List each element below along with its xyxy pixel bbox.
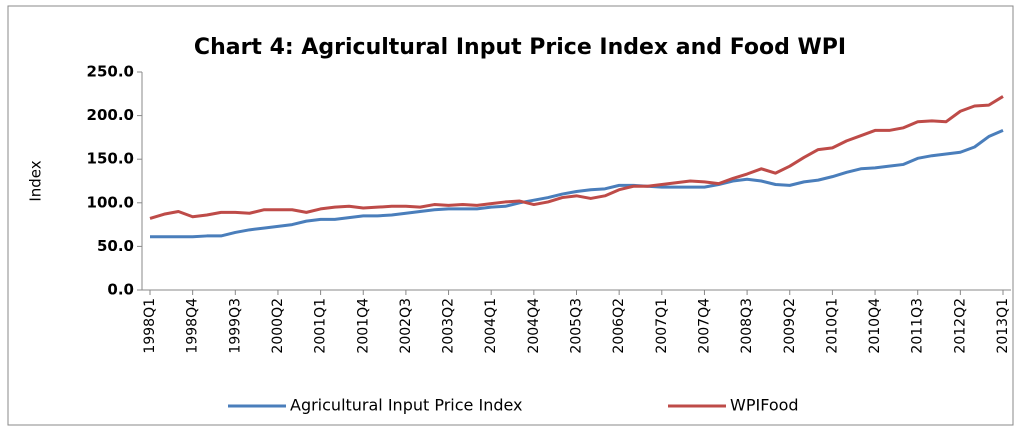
x-tick-label: 2004Q4 xyxy=(526,298,542,354)
chart-title: Chart 4: Agricultural Input Price Index … xyxy=(194,35,846,60)
x-tick-label: 2005Q3 xyxy=(569,298,585,354)
x-tick-label: 2013Q1 xyxy=(995,298,1011,354)
x-tick-label: 2000Q2 xyxy=(270,298,286,354)
x-tick-label: 2009Q2 xyxy=(782,298,798,354)
x-tick-label: 2006Q2 xyxy=(611,298,627,354)
x-tick-label: 2011Q3 xyxy=(910,298,926,354)
legend-label: WPIFood xyxy=(730,396,799,415)
y-axis-label: Index xyxy=(27,160,45,201)
x-tick-label: 1999Q3 xyxy=(227,298,243,354)
y-tick-label: 150.0 xyxy=(87,150,134,168)
chart-frame xyxy=(7,5,1014,426)
x-tick-label: 2003Q2 xyxy=(441,298,457,354)
legend-label: Agricultural Input Price Index xyxy=(290,396,523,415)
y-tick-label: 250.0 xyxy=(87,63,134,81)
x-tick-label: 2002Q3 xyxy=(398,298,414,354)
line-series xyxy=(150,129,1004,239)
x-tick-label: 2012Q2 xyxy=(952,298,968,354)
x-tick-label: 2010Q4 xyxy=(867,298,883,354)
x-tick-label: 2010Q1 xyxy=(824,298,840,354)
x-tick-label: 1998Q1 xyxy=(142,298,158,354)
x-tick-label: 2001Q1 xyxy=(313,298,329,354)
y-tick-label: 0.0 xyxy=(107,281,134,299)
y-tick-label: 200.0 xyxy=(87,106,134,124)
y-tick-label: 100.0 xyxy=(87,193,134,211)
x-tick-label: 2007Q1 xyxy=(654,298,670,354)
x-tick-label: 2001Q4 xyxy=(355,298,371,354)
y-tick-label: 50.0 xyxy=(97,237,134,255)
line-series xyxy=(149,95,1004,220)
x-tick-label: 2008Q3 xyxy=(739,298,755,354)
x-tick-label: 2007Q4 xyxy=(696,298,712,354)
x-tick-label: 2004Q1 xyxy=(483,298,499,354)
x-tick-label: 1998Q4 xyxy=(185,298,201,354)
